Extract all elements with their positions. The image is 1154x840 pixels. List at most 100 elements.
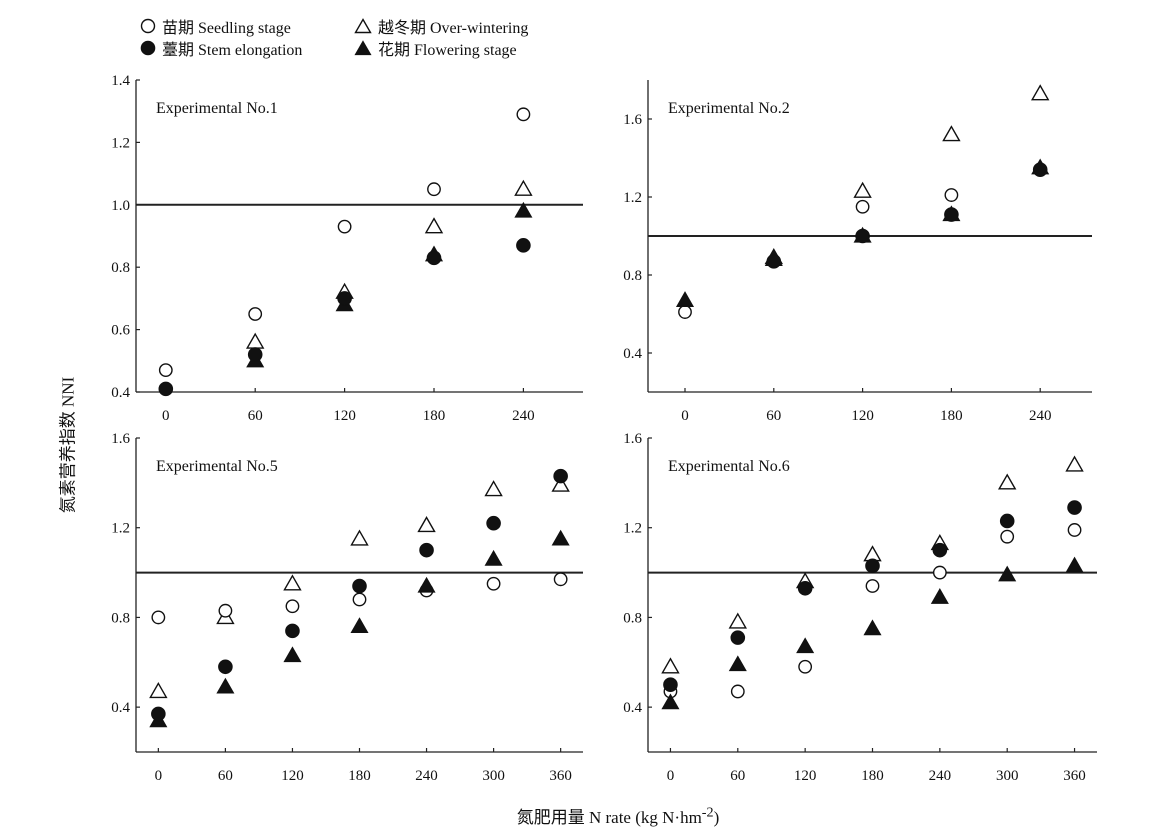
x-tick-label: 240: [415, 768, 438, 784]
y-tick-label: 0.6: [111, 323, 130, 339]
data-point-triangle-open: [283, 574, 302, 591]
y-tick-label: 1.6: [623, 112, 642, 128]
x-tick-label: 240: [929, 768, 952, 784]
data-point-triangle-open: [245, 332, 265, 349]
data-point-circle-filled: [285, 623, 300, 639]
data-point-circle-filled: [932, 542, 948, 558]
chart-panel-4: 0.4 0.8 1.2 1.6 0 60 120 180 240 300 360 Experiment…: [623, 431, 1097, 784]
filled-circle-marker-icon: [140, 40, 156, 56]
y-tick-label: 1.2: [623, 190, 642, 206]
data-point-circle-open: [218, 603, 233, 618]
data-point-triangle-filled: [675, 291, 695, 307]
x-tick-label: 60: [730, 768, 745, 784]
data-point-triangle-filled: [998, 565, 1017, 582]
legend-item-flowering: 花期 Flowering stage: [354, 36, 517, 60]
data-point-triangle-open: [1065, 455, 1084, 472]
data-point-triangle-open: [417, 516, 436, 533]
y-tick-label: 1.4: [111, 73, 130, 89]
data-point-circle-filled: [865, 558, 880, 574]
x-tick-label: 180: [423, 408, 446, 424]
data-point-circle-open: [352, 592, 367, 607]
y-tick-label: 0.4: [111, 385, 130, 401]
x-axis-label: 氮肥用量 N rate (kg N·hm-2): [517, 803, 720, 828]
data-point-circle-filled: [663, 677, 678, 693]
data-point-circle-open: [944, 188, 959, 202]
data-point-circle-filled: [151, 706, 166, 722]
data-point-circle-open: [798, 659, 813, 674]
data-point-triangle-filled: [930, 588, 949, 604]
data-point-circle-filled: [218, 659, 233, 675]
x-tick-label: 60: [766, 408, 781, 424]
x-tick-label: 240: [1029, 408, 1052, 424]
data-point-circle-open: [516, 107, 531, 122]
data-point-circle-open: [553, 572, 568, 587]
data-point-circle-filled: [352, 578, 367, 594]
data-point-circle-open: [337, 219, 352, 234]
data-point-triangle-open: [1030, 84, 1050, 101]
data-point-circle-open: [1000, 529, 1015, 544]
y-tick-label: 0.8: [623, 610, 642, 626]
legend-label-seedling: 苗期 Seedling stage: [162, 20, 291, 37]
data-point-triangle-filled: [863, 619, 882, 636]
panel-title: Experimental No.1: [156, 100, 278, 117]
data-point-circle-open: [158, 363, 173, 378]
y-tick-label: 1.2: [111, 521, 130, 537]
legend: 苗期 Seedling stage 越冬期 Over-wintering 薹期 …: [140, 14, 600, 62]
data-point-circle-open: [932, 565, 947, 580]
x-tick-label: 60: [218, 768, 233, 784]
data-point-circle-filled: [999, 513, 1015, 529]
data-point-circle-open: [730, 684, 745, 699]
chart-panel-1: 0.4 0.6 0.8 1.0 1.2 1.4 0 60 120 180 240 Experiment…: [111, 73, 583, 424]
y-tick-label: 1.6: [623, 431, 642, 447]
data-point-circle-open: [1067, 523, 1082, 537]
data-point-circle-open: [855, 199, 870, 214]
data-point-circle-filled: [426, 250, 442, 266]
data-point-triangle-filled: [1065, 556, 1084, 573]
x-axis-label-text: 氮肥用量 N rate (kg N·hm: [516, 808, 702, 827]
panel-title: Experimental No.5: [156, 458, 278, 475]
x-tick-label: 0: [162, 408, 170, 424]
x-tick-label: 120: [851, 408, 874, 424]
y-tick-label: 0.4: [623, 700, 642, 716]
data-point-circle-open: [248, 307, 263, 321]
data-point-circle-filled: [1032, 162, 1048, 177]
data-point-circle-open: [151, 610, 166, 625]
data-point-triangle-open: [853, 181, 872, 198]
chart-panel-2: 0.4 0.8 1.2 1.6 0 60 120 180 240 Experimental No.…: [623, 80, 1092, 424]
data-point-circle-filled: [337, 291, 352, 306]
open-circle-marker-icon: [140, 18, 156, 34]
data-point-triangle-filled: [551, 529, 570, 546]
x-tick-label: 180: [348, 768, 371, 784]
data-point-circle-filled: [486, 515, 501, 531]
y-tick-label: 1.0: [111, 198, 130, 214]
x-tick-label: 360: [549, 768, 572, 784]
x-tick-label: 120: [333, 408, 356, 424]
data-point-triangle-open: [350, 529, 369, 546]
data-point-circle-filled: [766, 254, 782, 269]
x-tick-label: 300: [482, 768, 505, 784]
data-point-triangle-open: [514, 179, 533, 196]
data-point-triangle-filled: [484, 549, 503, 566]
panel-title: Experimental No.6: [668, 458, 790, 475]
data-point-circle-open: [427, 182, 441, 197]
panel-title: Experimental No.2: [668, 100, 790, 117]
x-tick-label: 120: [281, 768, 304, 784]
y-tick-label: 0.4: [623, 346, 642, 362]
data-point-triangle-open: [551, 475, 570, 492]
x-tick-label: 120: [794, 768, 817, 784]
y-tick-label: 1.2: [111, 135, 130, 151]
data-point-triangle-open: [424, 217, 444, 234]
filled-triangle-marker-icon: [354, 40, 372, 56]
y-tick-label: 1.6: [111, 431, 130, 447]
x-axis-label-end: ): [713, 808, 720, 827]
y-tick-label: 0.8: [623, 268, 642, 284]
data-point-triangle-filled: [661, 693, 680, 710]
x-tick-label: 0: [155, 768, 163, 784]
x-axis-label-superscript: -2: [701, 804, 714, 821]
data-point-triangle-filled: [796, 637, 815, 654]
chart-panel-3: 0.4 0.8 1.2 1.6 0 60 120 180 240 300 360 Experiment…: [111, 431, 583, 784]
data-point-circle-filled: [855, 228, 870, 244]
data-point-circle-filled: [553, 468, 568, 484]
x-tick-label: 180: [940, 408, 963, 424]
x-tick-label: 180: [861, 768, 884, 784]
